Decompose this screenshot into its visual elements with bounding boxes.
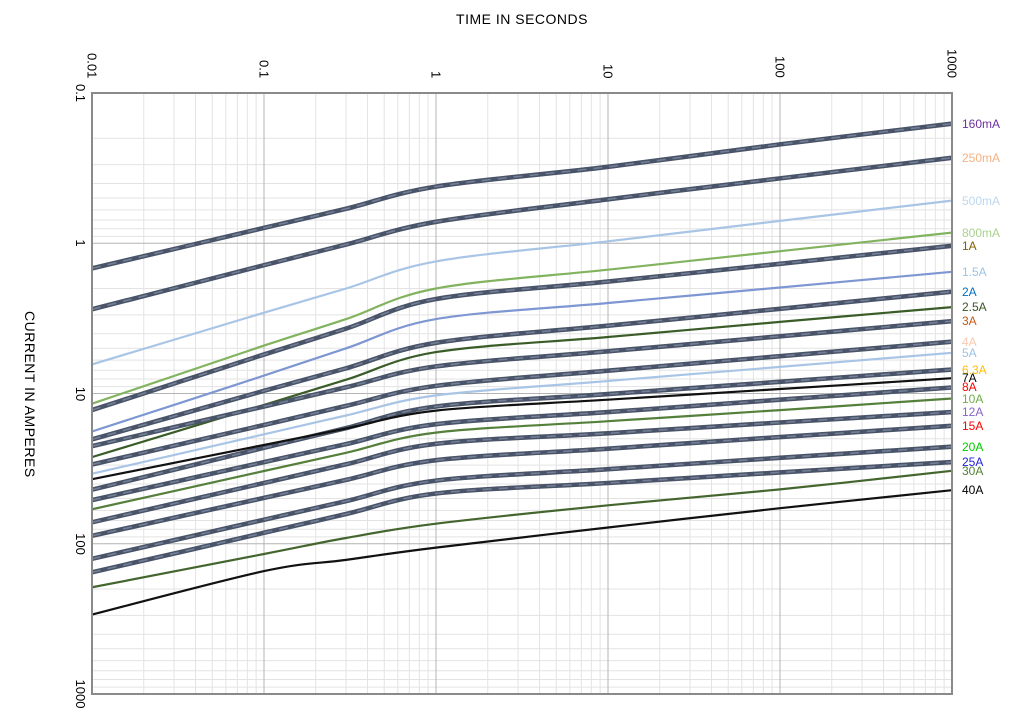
x-tick-label: 1 — [428, 70, 444, 78]
legend-label-4A: 4A — [962, 334, 977, 349]
y-axis-title: CURRENT IN AMPERES — [22, 310, 38, 478]
curve-overlay-6.3A — [92, 368, 952, 491]
curve-1.5A — [92, 270, 952, 433]
legend-label-25A: 25A — [962, 455, 984, 470]
legend-label-800mA: 800mA — [962, 225, 1001, 240]
curve-overlay-3A — [92, 320, 952, 447]
curve-500mA — [92, 199, 952, 366]
legend-label-1A: 1A — [962, 238, 977, 253]
x-tick-label: 1000 — [944, 49, 960, 78]
legend-label-3A: 3A — [962, 314, 977, 329]
curve-30A — [92, 469, 952, 589]
legend-label-7A: 7A — [962, 371, 977, 386]
legend-label-40A: 40A — [962, 483, 984, 498]
curve-overlay-15A — [92, 425, 952, 537]
curve-10A — [92, 397, 952, 511]
plot-border — [91, 92, 953, 695]
curve-overlay-2A — [92, 290, 952, 441]
legend-label-2.5A: 2.5A — [962, 300, 987, 315]
curve-40A — [92, 489, 952, 616]
curve-overlay-8A — [92, 386, 952, 501]
curve-overlay-20A — [92, 445, 952, 560]
y-tick-label: 1000 — [73, 679, 88, 709]
y-tick-label: 0.1 — [73, 83, 88, 103]
y-tick-label: 100 — [73, 532, 88, 555]
curve-5A — [92, 351, 952, 475]
curves — [92, 121, 952, 616]
curve-overlay-160mA — [92, 122, 952, 270]
legend-label-30A: 30A — [962, 463, 984, 478]
legend-label-5A: 5A — [962, 345, 977, 360]
legend-label-2A: 2A — [962, 284, 977, 299]
curve-overlay-250mA — [92, 157, 952, 311]
legend-label-6.3A: 6.3A — [962, 362, 987, 377]
curve-800mA — [92, 231, 952, 405]
x-tick-label: 10 — [600, 63, 616, 78]
legend-label-250mA: 250mA — [962, 150, 1001, 165]
legend-label-12A: 12A — [962, 405, 984, 420]
legend-label-15A: 15A — [962, 418, 984, 433]
curve-overlay-1A — [92, 245, 952, 411]
x-axis-title: TIME IN SECONDS — [456, 11, 588, 27]
legend-label-20A: 20A — [962, 439, 984, 454]
x-tick-label: 100 — [772, 56, 788, 78]
legend-label-500mA: 500mA — [962, 193, 1001, 208]
curve-overlay-12A — [92, 411, 952, 524]
x-tick-label: 0.1 — [256, 59, 272, 78]
curve-7A — [92, 377, 952, 481]
curve-overlay-25A — [92, 461, 952, 574]
x-tick-label: 0.01 — [84, 52, 100, 78]
legend-label-1.5A: 1.5A — [962, 264, 987, 279]
legend-label-160mA: 160mA — [962, 116, 1001, 131]
y-tick-label: 1 — [73, 239, 88, 247]
curve-overlay-4A — [92, 340, 952, 466]
legend-label-10A: 10A — [962, 391, 984, 406]
legend-label-8A: 8A — [962, 380, 977, 395]
y-tick-label: 10 — [73, 386, 88, 401]
